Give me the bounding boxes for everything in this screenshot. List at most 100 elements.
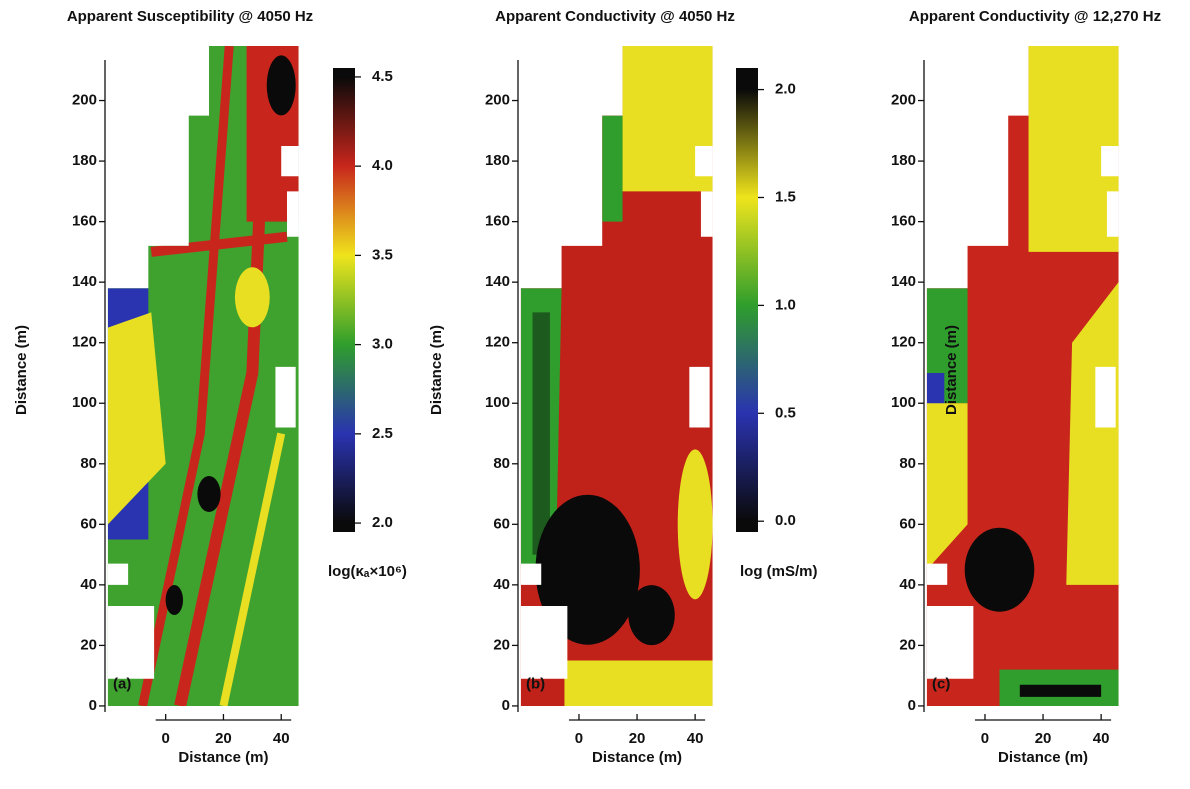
y-tick-label: 160 [485, 213, 510, 230]
colorbar-label: log (mS/m) [740, 563, 818, 580]
colorbar-tick-label: 2.5 [372, 425, 393, 442]
y-axis-label: Distance (m) [428, 325, 445, 415]
x-axis-label: Distance (m) [998, 749, 1088, 766]
map-gap [695, 145, 713, 177]
y-tick-label: 120 [485, 334, 510, 351]
y-tick-label: 140 [891, 273, 916, 290]
x-tick-label: 0 [161, 730, 169, 747]
colorbar-tick-label: 3.0 [372, 336, 393, 353]
panel: 0 20 40 60 80 100 120 140 160 180 200 0 20 40 Apparent… [891, 8, 1161, 766]
y-tick-label: 180 [72, 152, 97, 169]
colorbar-label: log(κₐ×10⁶) [328, 563, 407, 580]
y-tick-label: 120 [72, 334, 97, 351]
chart-title: Apparent Susceptibility @ 4050 Hz [67, 8, 313, 25]
map-streak [219, 432, 286, 706]
y-tick-label: 80 [899, 455, 916, 472]
map-gap [520, 563, 542, 585]
map-region [564, 660, 713, 706]
colorbar-tick-label: 4.5 [372, 68, 393, 85]
panel: 0 20 40 60 80 100 120 140 160 180 200 0 20 40 Apparent… [13, 8, 407, 766]
y-tick-label: 140 [72, 273, 97, 290]
y-tick-label: 0 [908, 697, 916, 714]
map-gap [107, 606, 155, 679]
y-tick-label: 160 [72, 213, 97, 230]
map-gap [1095, 366, 1116, 428]
map-blob [628, 585, 675, 646]
map-region [926, 403, 968, 570]
x-tick-label: 40 [273, 730, 290, 747]
x-axis-label: Distance (m) [592, 749, 682, 766]
y-tick-label: 40 [493, 576, 510, 593]
colorbar-tick-label: 4.0 [372, 157, 393, 174]
colorbar-tick-label: 2.0 [372, 514, 393, 531]
colorbar-tick-label: 0.5 [775, 404, 796, 421]
chart-title: Apparent Conductivity @ 4050 Hz [495, 8, 735, 25]
y-tick-label: 60 [493, 515, 510, 532]
map-gap [1101, 145, 1119, 177]
map-region [1066, 282, 1119, 585]
colorbar-tick-label: 2.0 [775, 81, 796, 98]
map-gap [287, 191, 299, 237]
y-tick-label: 20 [80, 636, 97, 653]
map-region [622, 46, 713, 192]
y-tick-label: 160 [891, 213, 916, 230]
map-region [602, 115, 623, 222]
map-streak [150, 231, 288, 257]
map [520, 46, 713, 706]
map-blob [964, 527, 1035, 612]
y-tick-label: 40 [899, 576, 916, 593]
map-gap [700, 191, 713, 237]
panel: 0 20 40 60 80 100 120 140 160 180 200 0 20 40 Apparent… [428, 8, 818, 766]
map-gap [689, 366, 710, 428]
y-tick-label: 40 [80, 576, 97, 593]
colorbar-tick-label: 1.0 [775, 296, 796, 313]
map-blob [165, 585, 184, 615]
y-tick-label: 180 [485, 152, 510, 169]
map-gap [107, 563, 129, 585]
colorbar-tick-label: 3.5 [372, 246, 393, 263]
x-tick-label: 20 [215, 730, 232, 747]
colorbar-tick-label: 1.5 [775, 188, 796, 205]
chart-title: Apparent Conductivity @ 12,270 Hz [909, 8, 1161, 25]
map-region [532, 312, 550, 555]
map-blob [266, 55, 296, 116]
y-tick-label: 20 [899, 636, 916, 653]
y-tick-label: 120 [891, 334, 916, 351]
y-tick-label: 20 [493, 636, 510, 653]
panel-label: (a) [113, 676, 131, 693]
map-gap [520, 606, 568, 679]
map-blob [197, 476, 221, 513]
map-gap [275, 366, 296, 428]
y-tick-label: 200 [485, 92, 510, 109]
y-tick-label: 60 [80, 515, 97, 532]
panel-label: (c) [932, 676, 950, 693]
map-gap [926, 563, 948, 585]
y-tick-label: 100 [891, 394, 916, 411]
x-tick-label: 0 [575, 730, 583, 747]
y-tick-label: 60 [899, 515, 916, 532]
map [107, 46, 299, 706]
y-axis-label: Distance (m) [13, 325, 30, 415]
map-region [107, 312, 166, 525]
map-streak [138, 46, 234, 706]
colorbar [333, 68, 355, 532]
colorbar-tick-label: 0.0 [775, 512, 796, 529]
y-tick-label: 0 [502, 697, 510, 714]
x-tick-label: 40 [1093, 730, 1110, 747]
map-gap [926, 606, 974, 679]
colorbar [736, 68, 758, 532]
x-tick-label: 0 [981, 730, 989, 747]
map-region [1028, 46, 1119, 252]
y-tick-label: 80 [493, 455, 510, 472]
y-axis-label: Distance (m) [943, 325, 960, 415]
y-tick-label: 180 [891, 152, 916, 169]
y-tick-label: 140 [485, 273, 510, 290]
y-tick-label: 0 [89, 697, 97, 714]
x-tick-label: 20 [1035, 730, 1052, 747]
y-tick-label: 100 [72, 394, 97, 411]
map-blob [234, 267, 270, 328]
x-tick-label: 40 [687, 730, 704, 747]
map-gap [1106, 191, 1119, 237]
panel-label: (b) [526, 676, 545, 693]
x-axis-label: Distance (m) [178, 749, 268, 766]
